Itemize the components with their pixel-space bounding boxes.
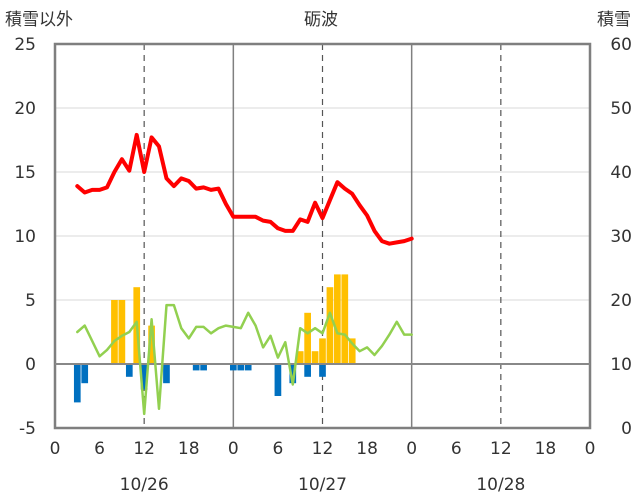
- left-tick-label: 15: [14, 163, 36, 183]
- bar-positive: [304, 312, 311, 364]
- bar-positive: [311, 351, 319, 364]
- series-line-red: [75, 132, 414, 246]
- right-tick-label: 60: [610, 35, 632, 55]
- x-tick-label: 12: [133, 439, 155, 459]
- bar-negative: [81, 364, 89, 384]
- bar-positive: [148, 325, 155, 364]
- x-tick-label: 0: [50, 439, 61, 459]
- bar-negative: [73, 364, 81, 403]
- left-tick-label: 5: [25, 291, 36, 311]
- left-tick-label: 0: [25, 355, 36, 375]
- x-tick-label: 18: [535, 439, 557, 459]
- bar-negative: [192, 364, 200, 371]
- right-tick-label: 10: [610, 355, 632, 375]
- bar-positive: [326, 287, 334, 364]
- right-axis-label: 積雪: [597, 10, 631, 30]
- x-tick-label: 6: [273, 439, 284, 459]
- x-tick-label: 18: [178, 439, 200, 459]
- x-tick-label: 12: [312, 439, 334, 459]
- bar-negative: [125, 364, 133, 377]
- x-tick-label: 6: [94, 439, 105, 459]
- right-tick-label: 50: [610, 99, 632, 119]
- bar-negative: [163, 364, 170, 384]
- bar-negative: [140, 364, 148, 390]
- left-axis-label: 積雪以外: [5, 10, 73, 30]
- line-layer: [55, 132, 590, 416]
- right-tick-label: 40: [610, 163, 632, 183]
- date-label: 10/27: [298, 475, 347, 495]
- chart-title: 砺波: [304, 10, 338, 30]
- date-label: 10/26: [120, 475, 169, 495]
- right-tick-label: 30: [610, 227, 632, 247]
- left-tick-label: 25: [14, 35, 36, 55]
- x-tick-label: 6: [451, 439, 462, 459]
- bar-negative: [319, 364, 326, 377]
- plot-frame: [53, 42, 592, 430]
- right-tick-label: 20: [610, 291, 632, 311]
- right-tick-label: 0: [621, 419, 632, 439]
- series-line-green: [76, 303, 413, 416]
- bar-negative: [289, 364, 297, 384]
- bar-negative: [244, 364, 252, 371]
- bar-negative: [200, 364, 207, 371]
- bar-negative: [229, 364, 237, 371]
- bar-positive: [319, 338, 326, 364]
- x-tick-label: 0: [406, 439, 417, 459]
- bar-negative: [274, 364, 282, 396]
- bar-positive: [348, 338, 356, 364]
- bar-negative: [304, 364, 311, 377]
- x-tick-label: 18: [356, 439, 378, 459]
- bar-positive: [118, 300, 126, 364]
- date-label: 10/28: [476, 475, 525, 495]
- left-tick-label: 10: [14, 227, 36, 247]
- x-tick-label: 12: [490, 439, 512, 459]
- bar-positive: [111, 300, 118, 364]
- left-tick-label: -5: [19, 419, 36, 439]
- x-tick-label: 0: [228, 439, 239, 459]
- bar-negative: [237, 364, 245, 371]
- left-tick-label: 20: [14, 99, 36, 119]
- bar-positive: [296, 351, 304, 364]
- x-tick-label: 0: [585, 439, 596, 459]
- bar-positive: [341, 274, 349, 364]
- bar-positive: [334, 274, 341, 364]
